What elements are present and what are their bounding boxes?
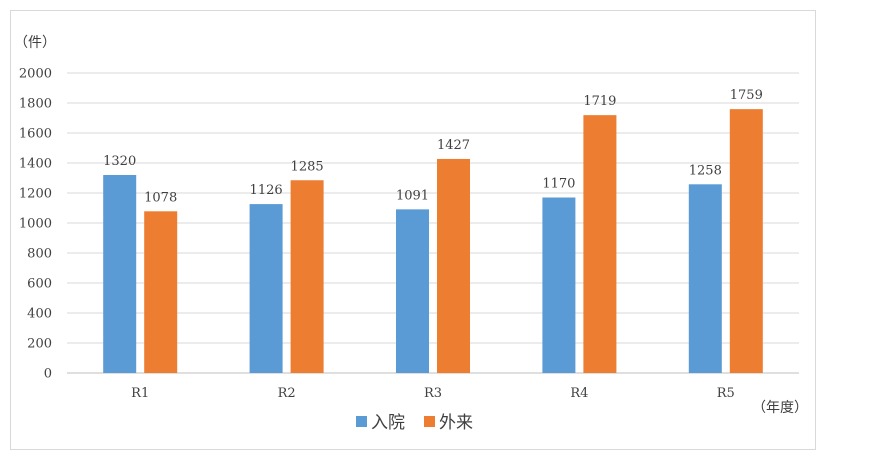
y-tick-label: 1800 xyxy=(19,97,52,112)
data-label: 1258 xyxy=(689,163,722,178)
y-tick-label: 400 xyxy=(27,307,52,322)
y-tick-label: 200 xyxy=(27,337,52,352)
legend-label: 入院 xyxy=(371,413,405,433)
data-label: 1427 xyxy=(437,138,470,153)
bar-inpatient-r2 xyxy=(249,204,283,373)
y-tick-label: 800 xyxy=(27,247,52,262)
legend-swatch xyxy=(424,416,435,427)
data-label: 1091 xyxy=(396,188,429,203)
x-tick-label: R4 xyxy=(570,386,588,401)
data-labels: 1320 1078 1126 1285 1091 1427 1170 1719 1258 1759 xyxy=(103,88,763,205)
bar-outpatient-r2 xyxy=(290,180,324,373)
data-label: 1285 xyxy=(291,159,324,174)
bar-inpatient-r5 xyxy=(688,184,722,373)
x-tick-label: R1 xyxy=(131,386,149,401)
bar-inpatient-r3 xyxy=(396,209,429,373)
data-label: 1078 xyxy=(144,190,177,205)
data-label: 1170 xyxy=(542,177,575,192)
y-tick-label: 1400 xyxy=(19,157,52,172)
y-tick-label: 600 xyxy=(27,277,52,292)
x-tick-label: R5 xyxy=(717,386,735,401)
data-label: 1126 xyxy=(250,183,283,198)
data-label: 1719 xyxy=(583,94,616,109)
x-tick-label: R2 xyxy=(278,386,296,401)
bar-outpatient-r3 xyxy=(437,158,470,373)
y-axis-ticks: 0 200 400 600 800 1000 1200 1400 1600 1800 2000 xyxy=(19,67,52,382)
legend: 入院 外来 xyxy=(356,413,473,433)
y-unit-label: （件） xyxy=(14,35,56,51)
bars xyxy=(103,109,763,374)
bar-inpatient-r4 xyxy=(542,197,576,373)
data-label: 1320 xyxy=(103,154,136,169)
bar-inpatient-r1 xyxy=(103,175,137,373)
y-tick-label: 1000 xyxy=(19,217,52,232)
data-label: 1759 xyxy=(730,88,763,103)
x-tick-label: R3 xyxy=(424,386,442,401)
bar-outpatient-r4 xyxy=(583,115,617,374)
legend-label: 外来 xyxy=(439,413,473,433)
bar-outpatient-r1 xyxy=(144,211,178,373)
y-tick-label: 0 xyxy=(44,367,52,382)
x-unit-label: （年度） xyxy=(752,400,808,416)
y-tick-label: 2000 xyxy=(19,67,52,82)
y-tick-label: 1200 xyxy=(19,187,52,202)
gridlines xyxy=(67,72,799,374)
legend-swatch xyxy=(356,416,367,427)
bar-outpatient-r5 xyxy=(729,109,763,374)
x-axis-ticks: R1 R2 R3 R4 R5 xyxy=(131,386,735,401)
y-tick-label: 1600 xyxy=(19,127,52,142)
